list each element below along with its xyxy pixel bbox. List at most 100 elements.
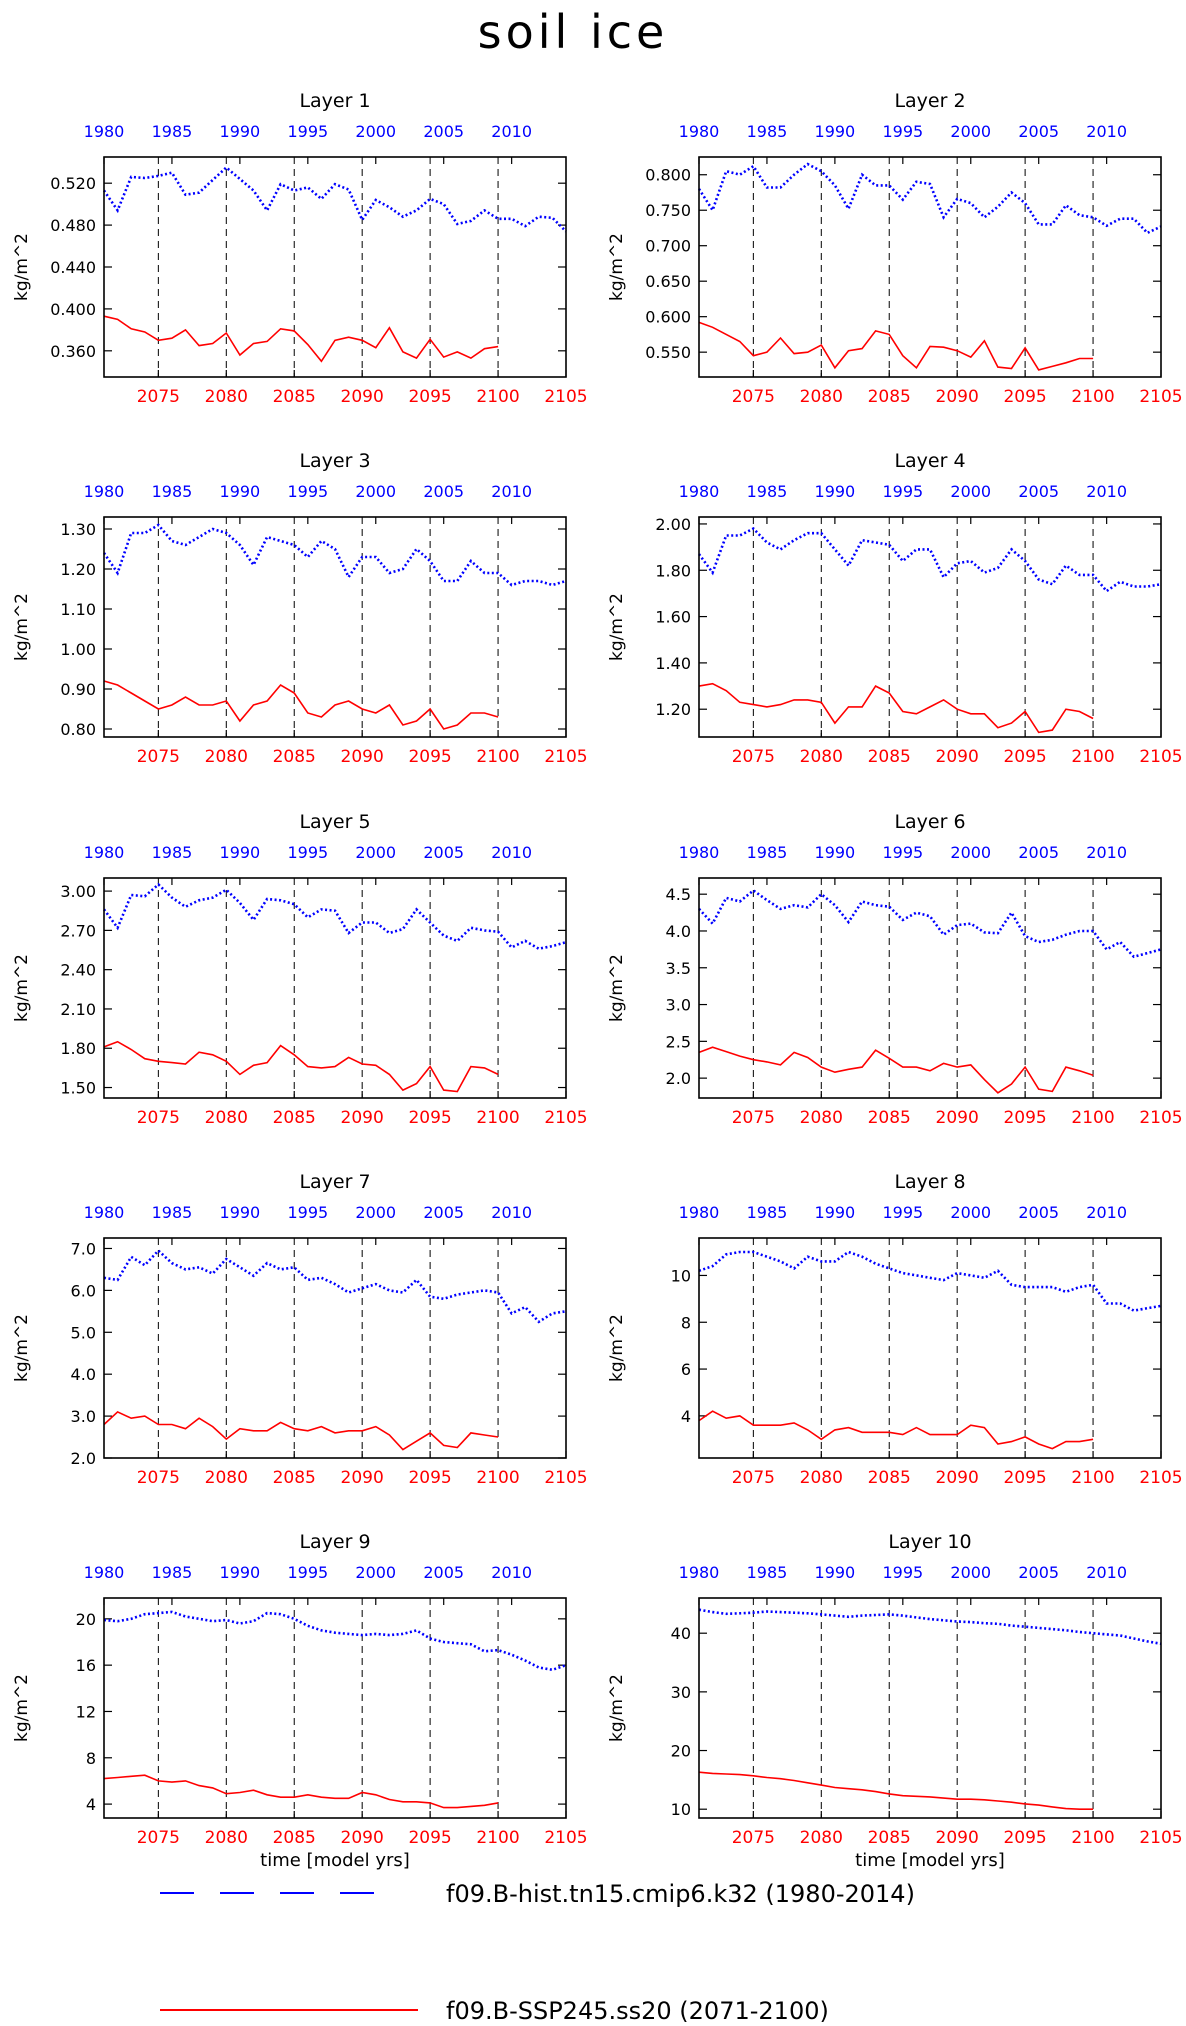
bottom-tick-label: 2085	[273, 1828, 316, 1848]
y-axis-label: kg/m^2	[12, 1674, 32, 1742]
top-tick-label: 1995	[287, 482, 328, 501]
top-tick-label: 1985	[747, 843, 788, 862]
y-tick-label: 30	[671, 1683, 691, 1702]
bottom-tick-label: 2075	[732, 1108, 775, 1128]
y-tick-label: 1.60	[655, 608, 691, 627]
top-tick-label: 2010	[1086, 482, 1127, 501]
y-tick-label: 20	[671, 1742, 691, 1761]
bottom-tick-label: 2105	[1139, 1828, 1182, 1848]
top-tick-label: 2000	[950, 482, 991, 501]
series-ssp-line	[698, 1771, 1094, 1810]
top-tick-label: 2010	[1086, 1203, 1127, 1222]
y-tick-label: 4.5	[666, 885, 691, 904]
top-tick-label: 1990	[815, 122, 856, 141]
top-tick-label: 1985	[747, 122, 788, 141]
top-tick-label: 2010	[491, 1563, 532, 1582]
y-tick-label: 4	[86, 1795, 96, 1814]
top-tick-label: 2000	[950, 1563, 991, 1582]
bottom-tick-label: 2085	[868, 1828, 911, 1848]
bottom-tick-label: 2105	[544, 747, 587, 767]
bottom-tick-label: 2100	[1071, 1468, 1114, 1488]
top-tick-label: 1980	[679, 482, 720, 501]
y-tick-label: 0.520	[50, 174, 96, 193]
panel-title: Layer 6	[894, 811, 965, 833]
panel-title: Layer 3	[299, 450, 370, 472]
top-tick-label: 2005	[423, 1563, 464, 1582]
bottom-tick-label: 2080	[205, 1108, 248, 1128]
bottom-tick-label: 2095	[1003, 387, 1046, 407]
series-hist-line	[102, 523, 567, 587]
bottom-tick-label: 2105	[544, 1828, 587, 1848]
panel-5: Layer 5 1980 1985 1990 1995 2000 2005 2010 2075 2…	[12, 811, 588, 1128]
top-tick-label: 1980	[679, 1563, 720, 1582]
main-title: soil ice	[478, 5, 669, 59]
top-tick-label: 1990	[815, 843, 856, 862]
y-tick-label: 0.650	[645, 272, 691, 291]
panel-7: Layer 7 1980 1985 1990 1995 2000 2005 2010 2075 2…	[12, 1171, 588, 1488]
plot-frame	[103, 516, 567, 738]
bottom-tick-label: 2075	[137, 747, 180, 767]
legend-label-ssp: f09.B-SSP245.ss20 (2071-2100)	[446, 1997, 829, 2025]
series-ssp-line	[103, 680, 499, 730]
top-tick-label: 2000	[355, 1203, 396, 1222]
top-tick-label: 2005	[423, 482, 464, 501]
panel-title: Layer 7	[299, 1171, 370, 1193]
bottom-tick-label: 2080	[205, 747, 248, 767]
y-tick-label: 3.0	[666, 996, 691, 1015]
bottom-tick-label: 2080	[205, 387, 248, 407]
bottom-tick-label: 2085	[273, 747, 316, 767]
y-tick-label: 0.600	[645, 308, 691, 327]
top-tick-label: 2000	[950, 843, 991, 862]
y-tick-label: 12	[76, 1702, 96, 1721]
bottom-tick-label: 2095	[408, 747, 451, 767]
bottom-tick-label: 2105	[1139, 1468, 1182, 1488]
y-tick-label: 3.5	[666, 959, 691, 978]
bottom-tick-label: 2075	[732, 747, 775, 767]
top-tick-label: 2010	[491, 1203, 532, 1222]
y-tick-label: 6	[681, 1360, 691, 1379]
series-ssp-line	[103, 1040, 499, 1093]
bottom-tick-label: 2100	[476, 1108, 519, 1128]
bottom-tick-label: 2095	[1003, 1108, 1046, 1128]
top-tick-label: 1995	[882, 482, 923, 501]
plot-frame	[103, 1597, 567, 1819]
top-tick-label: 2005	[1018, 1563, 1059, 1582]
bottom-tick-label: 2080	[800, 747, 843, 767]
y-tick-label: 3.0	[71, 1407, 96, 1426]
top-tick-label: 1985	[152, 843, 193, 862]
bottom-tick-label: 2095	[408, 1108, 451, 1128]
y-tick-label: 0.750	[645, 201, 691, 220]
bottom-tick-label: 2100	[1071, 387, 1114, 407]
top-tick-label: 1985	[747, 482, 788, 501]
panel-title: Layer 5	[299, 811, 370, 833]
series-hist-line	[698, 888, 1162, 959]
plot-frame	[698, 1237, 1162, 1459]
bottom-tick-label: 2105	[544, 387, 587, 407]
y-tick-label: 0.80	[60, 720, 96, 739]
bottom-tick-label: 2100	[476, 1828, 519, 1848]
bottom-tick-label: 2090	[936, 747, 979, 767]
top-tick-label: 1990	[220, 482, 261, 501]
y-tick-label: 1.50	[60, 1079, 96, 1098]
top-tick-label: 2010	[491, 843, 532, 862]
bottom-tick-label: 2095	[1003, 1828, 1046, 1848]
y-tick-label: 8	[681, 1313, 691, 1332]
y-tick-label: 1.40	[655, 654, 691, 673]
y-tick-label: 1.20	[60, 560, 96, 579]
panel-title: Layer 4	[894, 450, 965, 472]
top-tick-label: 1990	[815, 482, 856, 501]
series-hist-line	[103, 1248, 567, 1324]
y-tick-label: 2.10	[60, 1000, 96, 1019]
bottom-tick-label: 2075	[137, 387, 180, 407]
bottom-tick-label: 2085	[868, 1468, 911, 1488]
top-tick-label: 1980	[679, 1203, 720, 1222]
y-axis-label: kg/m^2	[607, 593, 627, 661]
top-tick-label: 1980	[84, 122, 125, 141]
bottom-tick-label: 2095	[1003, 747, 1046, 767]
top-tick-label: 2005	[1018, 122, 1059, 141]
y-tick-label: 4.0	[666, 922, 691, 941]
top-tick-label: 1980	[679, 122, 720, 141]
y-tick-label: 0.440	[50, 258, 96, 277]
top-tick-label: 1990	[815, 1203, 856, 1222]
